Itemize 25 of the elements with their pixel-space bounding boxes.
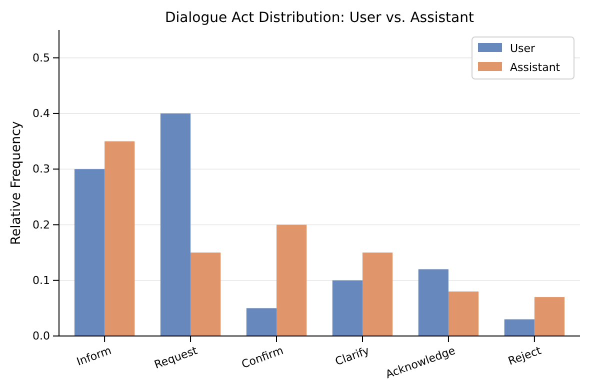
bar bbox=[160, 113, 191, 336]
bar bbox=[332, 280, 362, 336]
bar bbox=[418, 269, 448, 336]
y-tick-label: 0.2 bbox=[32, 218, 50, 232]
y-tick-label: 0.5 bbox=[32, 51, 50, 64]
bar bbox=[504, 319, 534, 336]
bar bbox=[534, 297, 565, 336]
bar bbox=[74, 169, 105, 336]
chart-title: Dialogue Act Distribution: User vs. Assistant bbox=[165, 10, 474, 26]
y-tick-label: 0.3 bbox=[32, 162, 50, 176]
y-tick-label: 0.1 bbox=[32, 274, 50, 287]
legend-label: Assistant bbox=[510, 61, 561, 74]
bar bbox=[448, 291, 479, 336]
x-tick-label: Inform bbox=[74, 344, 114, 368]
bar bbox=[246, 308, 277, 336]
legend-label: User bbox=[510, 42, 536, 55]
x-tick-label: Reject bbox=[506, 344, 544, 368]
bar bbox=[104, 141, 135, 336]
y-axis-title: Relative Frequency bbox=[9, 120, 24, 245]
x-tick-label: Clarify bbox=[333, 344, 372, 368]
y-tick-label: 0.0 bbox=[32, 330, 50, 343]
y-tick-label: 0.4 bbox=[32, 106, 50, 120]
bar bbox=[276, 224, 307, 336]
bar bbox=[362, 252, 393, 336]
bar bbox=[190, 252, 221, 336]
